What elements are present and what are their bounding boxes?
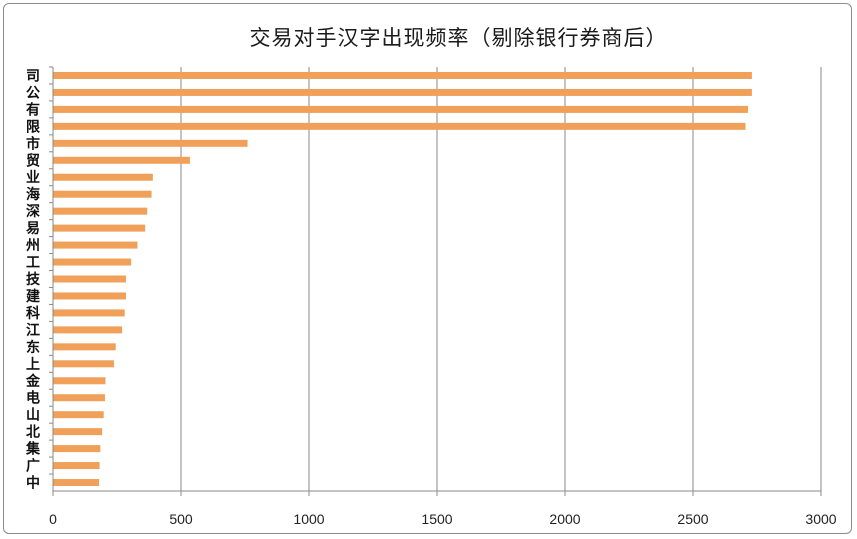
bar-工 bbox=[53, 258, 132, 266]
category-label: 易 bbox=[26, 221, 40, 237]
category-label: 建 bbox=[26, 288, 40, 305]
bar-广 bbox=[53, 462, 100, 470]
x-tick-label: 1000 bbox=[293, 511, 324, 527]
category-label: 北 bbox=[26, 425, 40, 441]
category-label: 司 bbox=[26, 68, 40, 84]
bar-限 bbox=[53, 122, 746, 130]
category-label: 集 bbox=[25, 441, 41, 458]
category-label: 山 bbox=[26, 408, 40, 424]
bar-易 bbox=[53, 224, 146, 232]
category-label: 工 bbox=[26, 255, 40, 271]
chart-title: 交易对手汉字出现频率（剔除银行券商后） bbox=[249, 26, 668, 50]
bar-市 bbox=[53, 139, 248, 147]
x-tick-label: 1500 bbox=[421, 511, 452, 527]
category-label: 限 bbox=[26, 119, 40, 135]
bar-中 bbox=[53, 479, 100, 487]
x-tick-labels: 0 500 1000 1500 2000 2500 3000 bbox=[49, 511, 837, 527]
category-label: 业 bbox=[26, 170, 40, 186]
x-tick-label: 0 bbox=[49, 511, 57, 527]
category-label: 中 bbox=[26, 475, 40, 492]
category-label: 电 bbox=[26, 390, 40, 407]
category-label: 公 bbox=[26, 85, 40, 101]
category-label: 广 bbox=[26, 458, 40, 475]
bar-集 bbox=[53, 445, 101, 453]
category-label: 上 bbox=[26, 357, 40, 373]
bar-州 bbox=[53, 241, 138, 249]
category-label: 金 bbox=[25, 373, 41, 390]
category-label: 市 bbox=[26, 135, 40, 152]
bar-北 bbox=[53, 428, 103, 436]
category-label: 江 bbox=[26, 322, 40, 339]
bar-山 bbox=[53, 411, 104, 419]
category-label: 贸 bbox=[26, 152, 40, 169]
category-label: 深 bbox=[26, 203, 40, 220]
category-label: 州 bbox=[25, 238, 40, 254]
bar-海 bbox=[53, 190, 152, 198]
bar-司 bbox=[53, 71, 752, 79]
bar-深 bbox=[53, 207, 148, 215]
gridlines bbox=[180, 67, 822, 491]
x-tick-label: 3000 bbox=[805, 511, 836, 527]
bar-江 bbox=[53, 326, 123, 334]
axes bbox=[49, 66, 822, 496]
category-label: 有 bbox=[26, 101, 40, 118]
bar-电 bbox=[53, 394, 105, 402]
category-label: 科 bbox=[26, 305, 40, 322]
category-label: 技 bbox=[26, 271, 41, 288]
category-label: 东 bbox=[26, 339, 40, 356]
bar-公 bbox=[53, 88, 752, 96]
x-tick-label: 2500 bbox=[677, 511, 708, 527]
category-label: 海 bbox=[26, 186, 40, 203]
bar-东 bbox=[53, 343, 116, 351]
x-tick-label: 500 bbox=[169, 511, 193, 527]
x-tick-label: 2000 bbox=[549, 511, 580, 527]
bar-贸 bbox=[53, 156, 190, 164]
bar-有 bbox=[53, 105, 749, 113]
bar-上 bbox=[53, 360, 114, 368]
bars bbox=[53, 71, 752, 487]
bar-技 bbox=[53, 275, 126, 283]
bar-金 bbox=[53, 377, 106, 385]
bar-业 bbox=[53, 173, 153, 181]
bar-科 bbox=[53, 309, 125, 317]
bar-建 bbox=[53, 292, 126, 300]
